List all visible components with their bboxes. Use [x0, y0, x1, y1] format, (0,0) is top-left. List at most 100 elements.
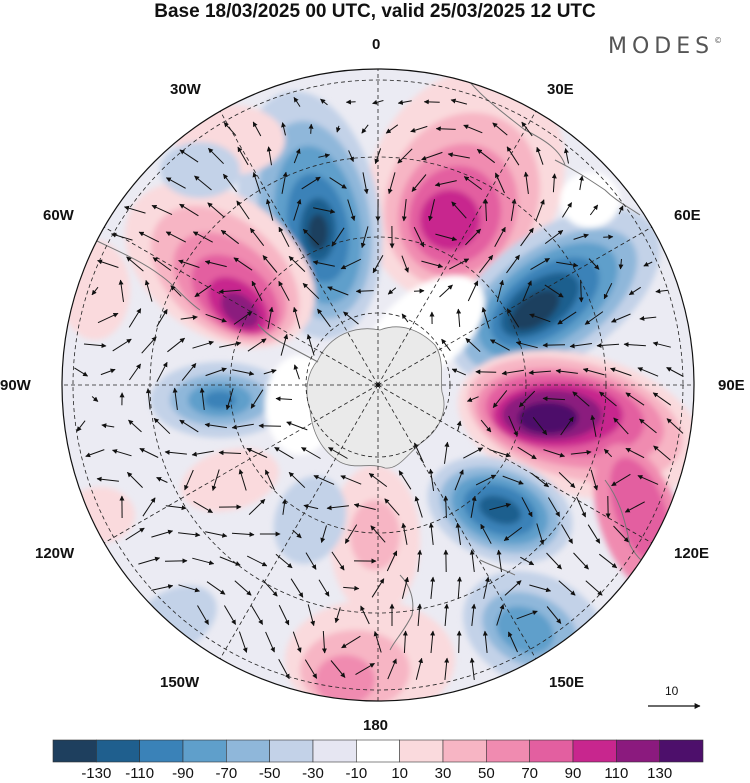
wind-arrow: [470, 495, 477, 518]
wind-arrow: [164, 449, 187, 455]
wind-arrow: [238, 631, 248, 653]
wind-arrow: [179, 203, 199, 217]
lon-label-30w: 30W: [170, 81, 201, 98]
wind-arrow: [387, 658, 397, 680]
wind-arrow: [288, 256, 306, 272]
wind-arrow: [599, 391, 617, 407]
wind-arrow: [193, 500, 213, 514]
wind-arrow: [502, 475, 524, 485]
wind-arrow: [655, 288, 669, 294]
wind-arrow: [466, 396, 479, 402]
wind-arrow: [480, 523, 492, 544]
wind-arrow: [558, 580, 576, 596]
colorbar-tick-label: 30: [434, 765, 452, 782]
wind-arrow: [463, 124, 483, 134]
wind-arrow: [417, 603, 423, 627]
wind-arrow: [653, 445, 671, 461]
wind-arrow: [475, 474, 497, 486]
wind-arrow: [530, 257, 550, 271]
wind-arrow: [589, 204, 599, 216]
wind-arrow: [274, 446, 294, 460]
wind-arrow: [573, 233, 589, 240]
colorbar-swatch: [52, 739, 97, 763]
wind-arrow: [489, 449, 511, 458]
wind-arrow: [275, 396, 293, 402]
wind-arrow: [520, 556, 535, 566]
wind-arrow: [331, 227, 345, 247]
wind-arrow: [447, 152, 470, 159]
brand-name: MODES: [608, 34, 715, 59]
wind-arrow: [624, 501, 645, 513]
wind-arrow: [76, 420, 86, 432]
wind-arrow: [506, 146, 520, 166]
wind-arrow: [178, 259, 200, 268]
wind-vectors: [74, 96, 684, 680]
wind-arrow: [610, 367, 632, 377]
wind-arrow: [494, 226, 506, 247]
colorbar-tick-label: -110: [125, 765, 155, 782]
wind-arrow: [528, 370, 552, 376]
wind-arrow: [308, 123, 314, 134]
wind-arrow: [611, 473, 631, 487]
wind-arrow: [112, 338, 132, 352]
wind-arrow: [232, 369, 255, 376]
wind-arrow: [278, 659, 290, 680]
wind-arrow: [165, 177, 186, 189]
wind-arrow: [207, 202, 225, 218]
wind-arrow: [482, 630, 488, 653]
wind-arrow: [467, 280, 479, 302]
wind-arrow: [387, 172, 396, 195]
wind-arrow: [360, 605, 370, 625]
wind-arrow: [353, 503, 376, 510]
wind-arrow: [343, 585, 360, 591]
lon-label-120e: 120E: [674, 545, 710, 562]
wind-arrow: [578, 175, 584, 191]
wind-arrow: [536, 523, 545, 545]
lon-label-60w: 60W: [43, 207, 74, 224]
colorbar-tick-label: -50: [258, 765, 281, 782]
wind-arrow: [355, 288, 374, 294]
wind-arrow: [303, 503, 319, 510]
wind-arrow: [275, 553, 293, 569]
wind-arrow: [652, 341, 671, 348]
wind-arrow: [435, 126, 456, 132]
wind-arrow: [144, 279, 153, 302]
wind-arrow: [151, 204, 173, 216]
wind-arrow: [234, 580, 252, 596]
wind-arrow: [625, 447, 645, 459]
wind-arrow: [456, 576, 462, 600]
wind-arrow: [582, 367, 605, 376]
wind-arrow: [478, 254, 494, 274]
wind-arrow: [192, 557, 215, 566]
wind-arrow: [233, 257, 253, 271]
wind-arrow: [522, 280, 532, 302]
colorbar-tick-label: -30: [302, 765, 324, 782]
wind-arrow: [415, 657, 424, 680]
wind-arrow: [401, 255, 409, 273]
wind-arrow: [313, 475, 335, 485]
colorbar-swatch: [269, 739, 314, 763]
wind-arrow: [444, 657, 450, 680]
wind-arrow: [246, 555, 268, 567]
colorbar-swatch: [312, 739, 357, 763]
wind-arrow: [127, 472, 143, 488]
wind-arrow: [532, 416, 548, 436]
wind-arrow: [401, 522, 408, 545]
wind-arrow: [503, 527, 523, 541]
wind-arrow: [286, 421, 308, 431]
wind-arrow: [151, 529, 174, 538]
wind-arrow: [179, 149, 199, 163]
wind-arrow: [218, 289, 242, 295]
wind-arrow: [483, 198, 489, 222]
wind-arrow: [278, 280, 290, 301]
wind-arrow: [266, 146, 272, 166]
wind-arrow: [428, 522, 434, 545]
wind-arrow: [385, 124, 399, 134]
wind-arrow: [603, 282, 613, 300]
wind-arrow: [529, 584, 552, 593]
colorbar-tick-label: 70: [521, 765, 538, 782]
wind-arrow: [290, 578, 304, 598]
wind-arrow: [223, 605, 237, 625]
wind-arrow: [167, 337, 185, 353]
